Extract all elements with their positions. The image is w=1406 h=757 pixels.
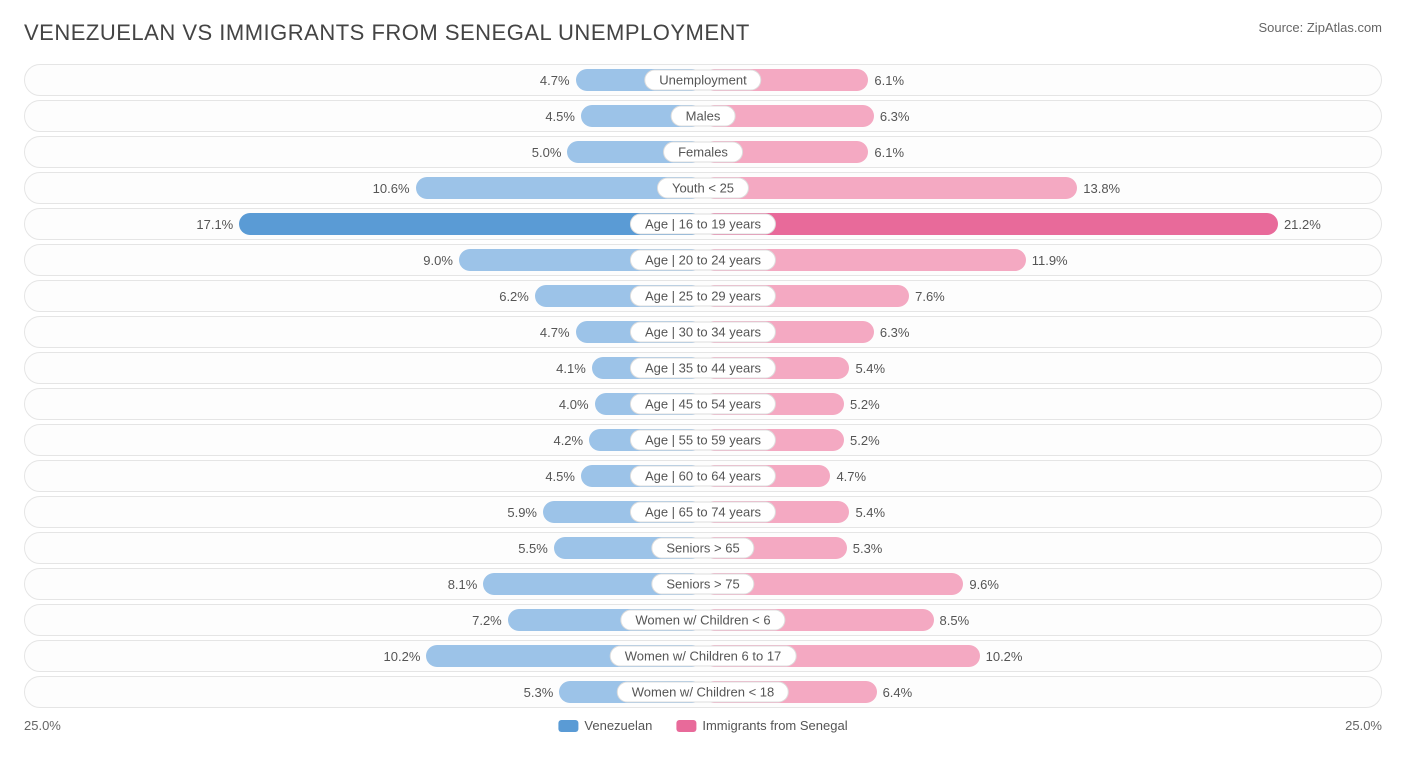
value-left: 9.0% [423, 245, 459, 275]
chart-row: 5.3% 6.4% Women w/ Children < 18 [24, 676, 1382, 708]
value-left: 6.2% [499, 281, 535, 311]
legend-swatch-icon [558, 720, 578, 732]
page-title: VENEZUELAN VS IMMIGRANTS FROM SENEGAL UN… [24, 20, 750, 46]
chart-row: 4.2% 5.2% Age | 55 to 59 years [24, 424, 1382, 456]
chart-row: 5.5% 5.3% Seniors > 65 [24, 532, 1382, 564]
value-left: 5.5% [518, 533, 554, 563]
value-right: 5.2% [844, 389, 880, 419]
chart-row: 4.1% 5.4% Age | 35 to 44 years [24, 352, 1382, 384]
row-label: Age | 30 to 34 years [630, 322, 776, 343]
bar-right [703, 213, 1278, 235]
value-right: 6.3% [874, 317, 910, 347]
chart-row: 10.6% 13.8% Youth < 25 [24, 172, 1382, 204]
axis-max-left: 25.0% [24, 718, 61, 733]
chart-row: 4.5% 6.3% Males [24, 100, 1382, 132]
value-right: 6.1% [868, 137, 904, 167]
header: VENEZUELAN VS IMMIGRANTS FROM SENEGAL UN… [24, 20, 1382, 46]
source-attribution: Source: ZipAtlas.com [1258, 20, 1382, 35]
value-left: 4.5% [545, 461, 581, 491]
value-left: 4.7% [540, 65, 576, 95]
value-right: 6.3% [874, 101, 910, 131]
value-right: 5.4% [849, 497, 885, 527]
row-label: Age | 55 to 59 years [630, 430, 776, 451]
legend: Venezuelan Immigrants from Senegal [558, 718, 847, 733]
chart-row: 9.0% 11.9% Age | 20 to 24 years [24, 244, 1382, 276]
value-left: 4.5% [545, 101, 581, 131]
value-left: 4.1% [556, 353, 592, 383]
legend-item-venezuelan: Venezuelan [558, 718, 652, 733]
row-label: Youth < 25 [657, 178, 749, 199]
row-label: Age | 16 to 19 years [630, 214, 776, 235]
value-left: 8.1% [448, 569, 484, 599]
row-label: Age | 65 to 74 years [630, 502, 776, 523]
value-right: 6.4% [877, 677, 913, 707]
value-left: 10.2% [384, 641, 427, 671]
chart-row: 7.2% 8.5% Women w/ Children < 6 [24, 604, 1382, 636]
value-left: 10.6% [373, 173, 416, 203]
legend-label: Venezuelan [584, 718, 652, 733]
row-label: Women w/ Children < 6 [620, 610, 785, 631]
chart-row: 5.0% 6.1% Females [24, 136, 1382, 168]
chart-row: 8.1% 9.6% Seniors > 75 [24, 568, 1382, 600]
chart-row: 4.7% 6.3% Age | 30 to 34 years [24, 316, 1382, 348]
chart-row: 4.5% 4.7% Age | 60 to 64 years [24, 460, 1382, 492]
row-label: Women w/ Children < 18 [617, 682, 789, 703]
axis-max-right: 25.0% [1345, 718, 1382, 733]
chart-footer: 25.0% Venezuelan Immigrants from Senegal… [24, 716, 1382, 740]
chart-row: 6.2% 7.6% Age | 25 to 29 years [24, 280, 1382, 312]
value-right: 8.5% [934, 605, 970, 635]
row-label: Males [671, 106, 736, 127]
value-right: 5.3% [847, 533, 883, 563]
value-right: 21.2% [1278, 209, 1321, 239]
value-right: 9.6% [963, 569, 999, 599]
value-right: 4.7% [830, 461, 866, 491]
row-label: Females [663, 142, 743, 163]
bar-right [703, 177, 1077, 199]
value-left: 5.0% [532, 137, 568, 167]
row-label: Age | 25 to 29 years [630, 286, 776, 307]
value-left: 7.2% [472, 605, 508, 635]
value-right: 5.2% [844, 425, 880, 455]
diverging-bar-chart: 4.7% 6.1% Unemployment 4.5% 6.3% Males 5.0% 6.1… [24, 64, 1382, 708]
row-label: Age | 60 to 64 years [630, 466, 776, 487]
value-left: 5.3% [524, 677, 560, 707]
row-label: Age | 45 to 54 years [630, 394, 776, 415]
value-right: 7.6% [909, 281, 945, 311]
value-left: 4.2% [553, 425, 589, 455]
chart-row: 5.9% 5.4% Age | 65 to 74 years [24, 496, 1382, 528]
legend-item-senegal: Immigrants from Senegal [676, 718, 847, 733]
legend-swatch-icon [676, 720, 696, 732]
row-label: Age | 20 to 24 years [630, 250, 776, 271]
value-right: 10.2% [980, 641, 1023, 671]
chart-row: 4.0% 5.2% Age | 45 to 54 years [24, 388, 1382, 420]
row-label: Women w/ Children 6 to 17 [610, 646, 797, 667]
value-right: 11.9% [1026, 245, 1068, 275]
chart-row: 17.1% 21.2% Age | 16 to 19 years [24, 208, 1382, 240]
value-right: 13.8% [1077, 173, 1120, 203]
chart-row: 4.7% 6.1% Unemployment [24, 64, 1382, 96]
chart-row: 10.2% 10.2% Women w/ Children 6 to 17 [24, 640, 1382, 672]
legend-label: Immigrants from Senegal [702, 718, 847, 733]
row-label: Seniors > 65 [651, 538, 754, 559]
row-label: Seniors > 75 [651, 574, 754, 595]
row-label: Age | 35 to 44 years [630, 358, 776, 379]
value-left: 17.1% [196, 209, 239, 239]
value-right: 6.1% [868, 65, 904, 95]
row-label: Unemployment [644, 70, 761, 91]
value-right: 5.4% [849, 353, 885, 383]
value-left: 4.0% [559, 389, 595, 419]
value-left: 5.9% [507, 497, 543, 527]
value-left: 4.7% [540, 317, 576, 347]
